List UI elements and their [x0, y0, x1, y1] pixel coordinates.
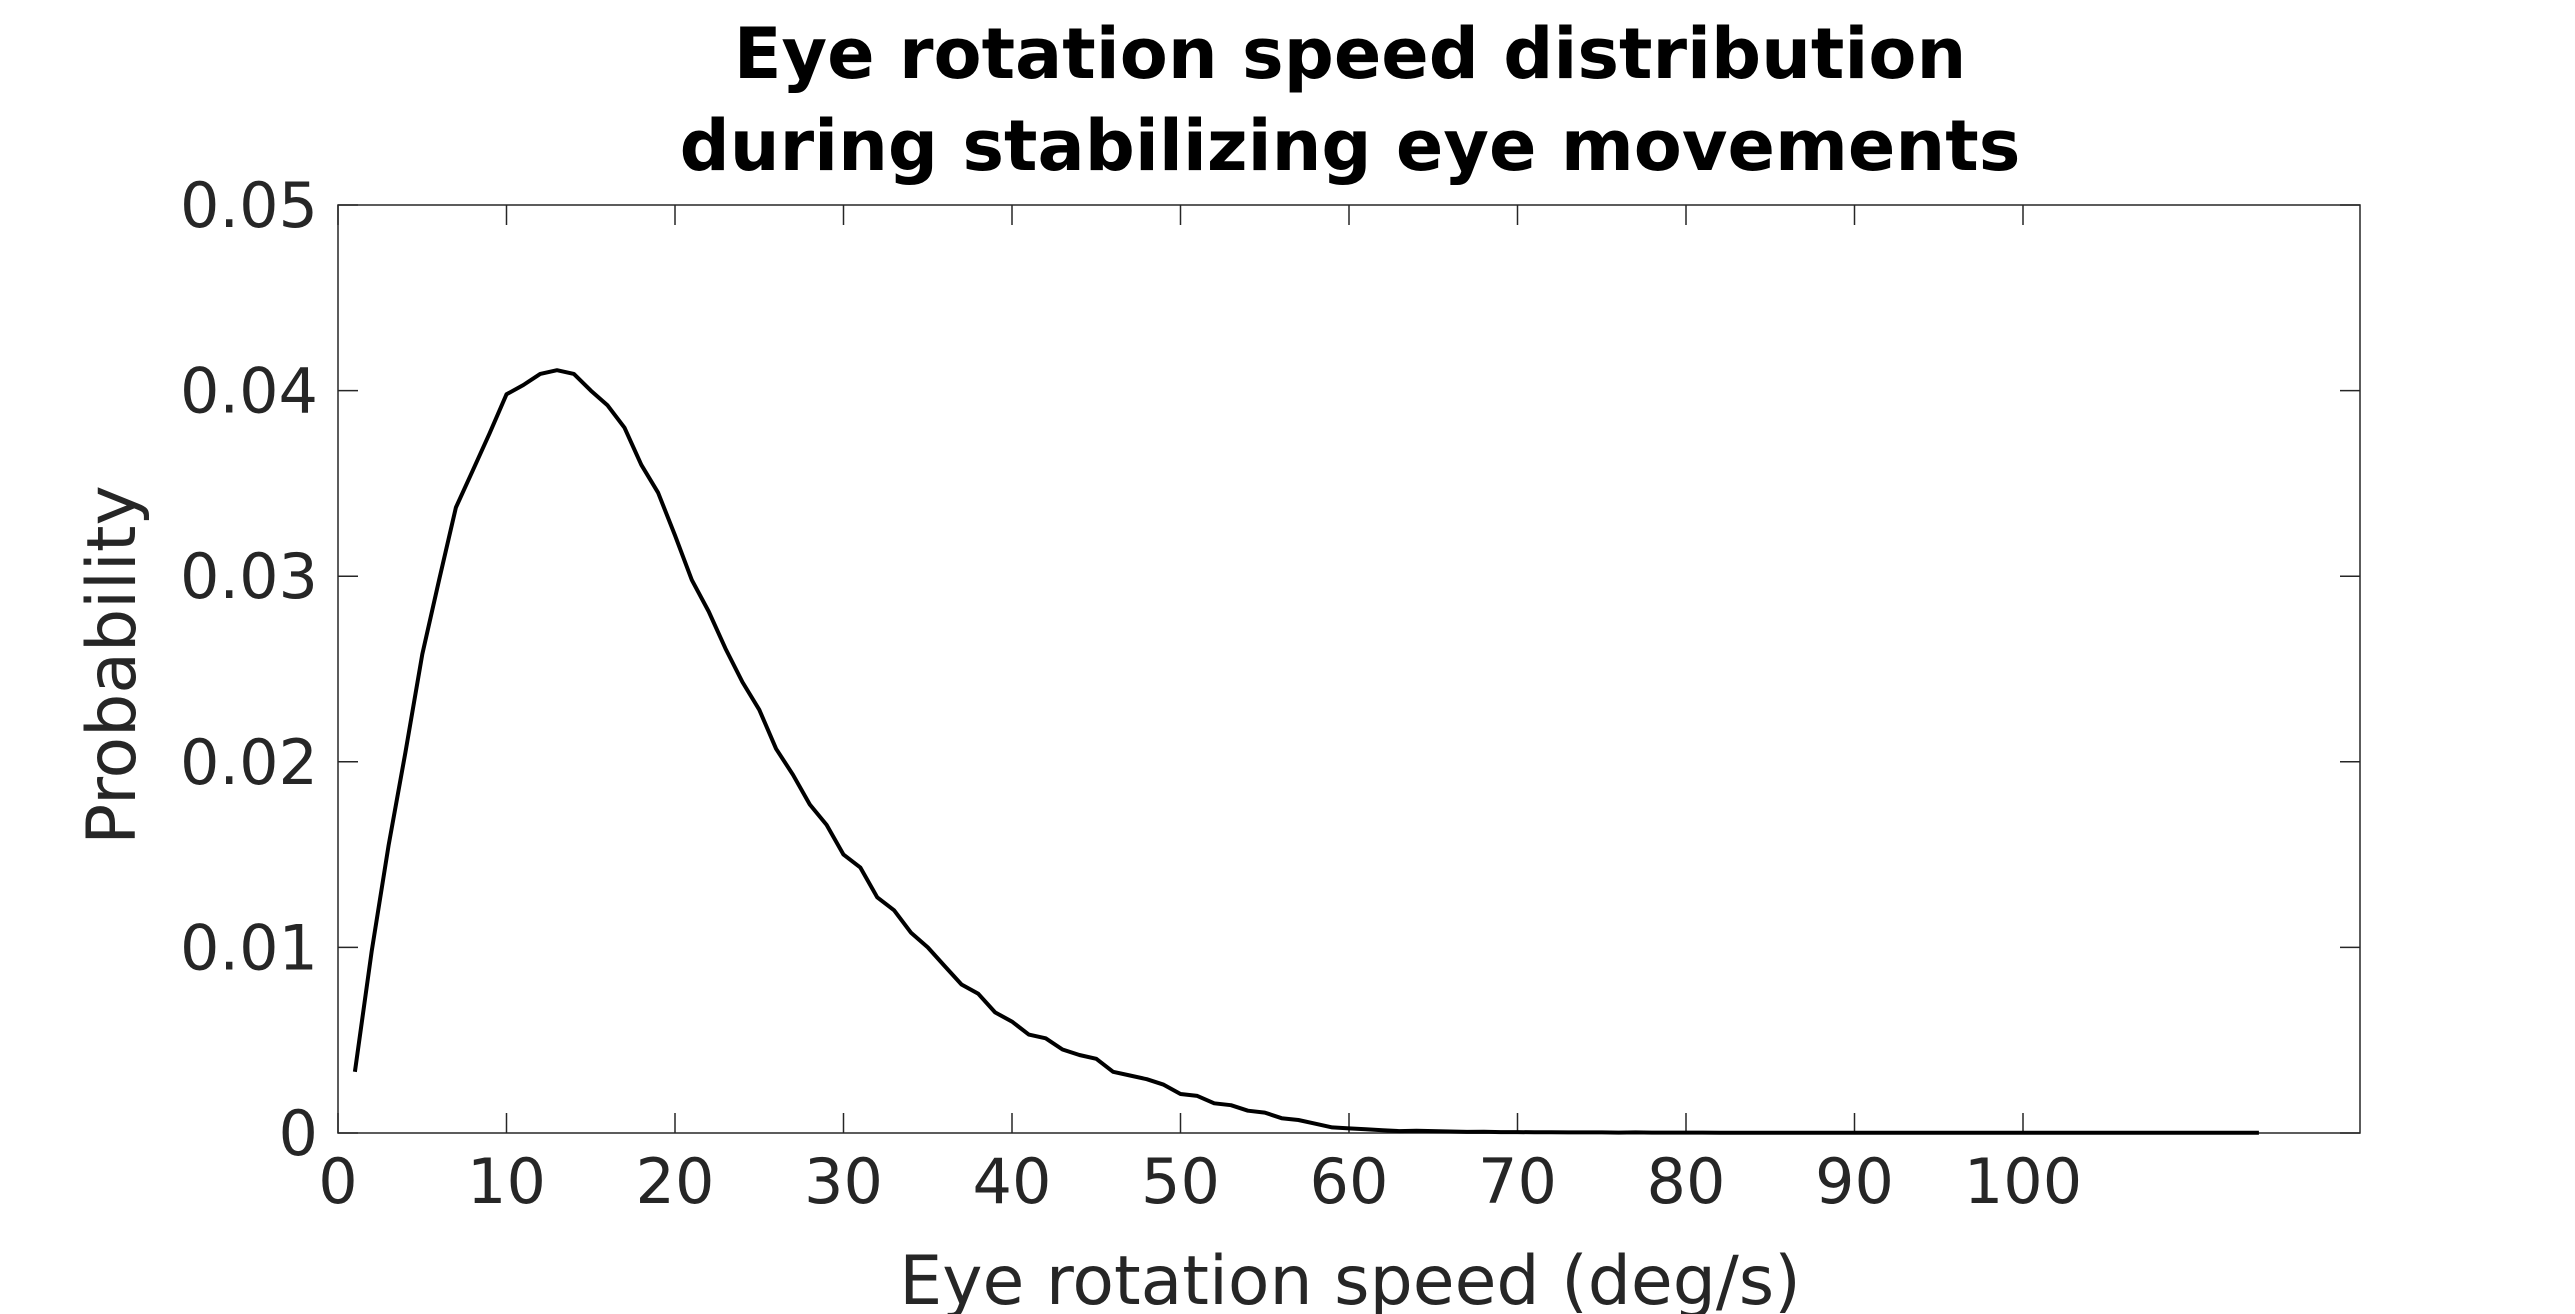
x-tick-label-9: 90 [1815, 1145, 1894, 1218]
y-axis-label: Probability [73, 485, 152, 844]
x-tick-label-5: 50 [1141, 1145, 1220, 1218]
y-tick-label-1: 0.01 [180, 911, 318, 984]
x-tick-label-4: 40 [973, 1145, 1052, 1218]
axes-box [337, 204, 2361, 1134]
x-tick-label-8: 80 [1647, 1145, 1726, 1218]
x-tick-label-10: 100 [1964, 1145, 2082, 1218]
x-tick-label-1: 10 [467, 1145, 546, 1218]
y-tick-label-3: 0.03 [180, 540, 318, 613]
y-tick-label-4: 0.04 [180, 355, 318, 428]
series-line [352, 368, 2259, 1135]
x-tick-label-3: 30 [804, 1145, 883, 1218]
y-axis-ticks: 0 0.01 0.02 0.03 0.04 0.05 [180, 169, 2360, 1170]
plot-area: 0 10 20 30 40 50 60 70 80 90 100 0 0.01 0.02 0.03 0.04… [180, 169, 2361, 1218]
x-tick-label-2: 20 [636, 1145, 715, 1218]
x-tick-label-7: 70 [1478, 1145, 1557, 1218]
x-tick-label-0: 0 [318, 1145, 357, 1218]
x-axis-ticks: 0 10 20 30 40 50 60 70 80 90 100 [318, 205, 2082, 1218]
y-tick-label-5: 0.05 [180, 169, 318, 242]
y-tick-label-2: 0.02 [180, 726, 318, 799]
y-tick-label-0: 0 [279, 1097, 318, 1170]
chart-title-line-1: Eye rotation speed distribution [734, 13, 1967, 95]
x-tick-label-6: 60 [1310, 1145, 1389, 1218]
x-axis-label: Eye rotation speed (deg/s) [899, 1242, 1801, 1314]
chart-title-line-2: during stabilizing eye movements [680, 105, 2021, 187]
